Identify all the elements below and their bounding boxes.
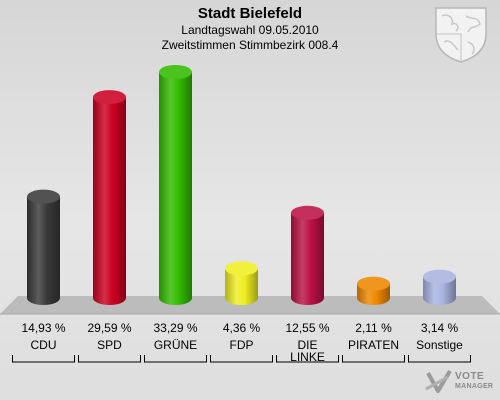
chart-subtitle-2: Zweitstimmen Stimmbezirk 008.4	[161, 38, 339, 52]
bar-fdp	[225, 261, 258, 305]
brand-line-1: VOTE	[455, 371, 485, 382]
category-label: Sonstige	[416, 338, 463, 352]
category-bracket	[144, 355, 207, 363]
bar-cdu	[27, 189, 60, 305]
category-label: FDP	[230, 338, 254, 352]
brand-text: VOTE MANAGER	[455, 372, 493, 392]
chart-title: Stadt Bielefeld	[197, 5, 303, 22]
category-label: PIRATEN	[348, 338, 399, 352]
category-label: CDU	[31, 338, 57, 352]
category-bracket	[342, 355, 405, 363]
category-label: GRÜNE	[154, 338, 197, 352]
bar-piraten	[357, 276, 390, 305]
chart-subtitle: Landtagswahl 09.05.2010	[181, 23, 319, 37]
category-bracket	[408, 355, 471, 363]
category-label: DIE LINKE	[290, 338, 325, 364]
value-label: 29,59 %	[87, 321, 131, 335]
value-label: 14,93 %	[21, 321, 65, 335]
value-label: 3,14 %	[421, 321, 459, 335]
bar-sonstige	[423, 269, 456, 305]
coat-of-arms-icon	[435, 7, 487, 63]
category-label: SPD	[97, 338, 122, 352]
value-label: 2,11 %	[355, 321, 392, 335]
value-label: 4,36 %	[223, 321, 261, 335]
category-bracket	[12, 355, 75, 363]
value-label: 12,55 %	[285, 321, 329, 335]
category-bracket	[78, 355, 141, 363]
bar-spd	[93, 90, 126, 305]
bar-die-linke	[291, 205, 324, 305]
value-label: 33,29 %	[153, 321, 197, 335]
category-bracket	[210, 355, 273, 363]
category-bracket	[276, 355, 339, 363]
bar-gr-ne	[159, 65, 192, 305]
votemanager-logo	[425, 369, 452, 393]
brand-line-2: MANAGER	[455, 383, 494, 390]
